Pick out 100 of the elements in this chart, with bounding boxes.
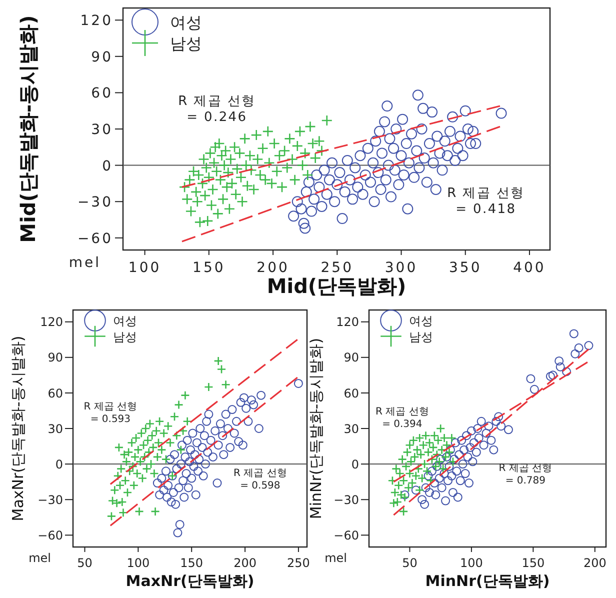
point <box>152 426 161 436</box>
point <box>414 485 424 495</box>
y-tick-label: 30 <box>344 422 359 436</box>
y-tick-label: 90 <box>344 350 359 365</box>
x-tick-label: 250 <box>320 260 354 276</box>
y-tick-label: 30 <box>91 122 113 138</box>
text: mel <box>68 255 101 271</box>
x-tick-label: 250 <box>287 556 310 570</box>
point <box>204 382 214 392</box>
x-tick-label: 150 <box>192 260 226 276</box>
legend-label: 남성 <box>113 330 137 344</box>
point <box>447 433 456 443</box>
point <box>106 512 116 521</box>
y-tick-label: 60 <box>344 386 359 400</box>
point <box>118 497 127 507</box>
point <box>131 433 141 443</box>
x-tick-label: 50 <box>77 556 92 570</box>
legend-label: 남성 <box>409 330 433 344</box>
point <box>398 506 408 516</box>
y-tick-label: −60 <box>38 528 63 542</box>
point <box>406 457 416 466</box>
y-tick-label: 30 <box>48 422 63 436</box>
annotation: R 제곱 선형 = 0.789 <box>498 463 552 487</box>
point <box>150 506 160 516</box>
y-tick-label: 90 <box>91 49 113 66</box>
x-axis-title: MinNr(단독발화) <box>425 572 550 590</box>
point <box>115 480 125 490</box>
point <box>141 424 150 434</box>
x-axis-title: MaxNr(단독발화) <box>126 572 254 590</box>
point <box>150 468 159 478</box>
point <box>182 416 192 426</box>
point <box>122 488 132 498</box>
y-tick-label: −30 <box>334 492 359 507</box>
x-tick-label: 200 <box>256 260 290 276</box>
point <box>146 459 156 469</box>
point <box>440 433 449 443</box>
annotation: R 제곱 선형 = 0.394 <box>376 406 429 430</box>
point <box>214 356 223 366</box>
x-tick-label: 150 <box>522 556 545 570</box>
point <box>392 497 402 507</box>
y-tick-label: 0 <box>351 457 359 472</box>
point <box>426 476 436 486</box>
y-tick-label: 90 <box>48 350 63 365</box>
point <box>161 454 171 464</box>
text: mel <box>28 551 51 565</box>
point <box>138 440 148 450</box>
point <box>408 478 417 488</box>
point <box>148 442 158 452</box>
point <box>444 448 454 457</box>
point <box>127 438 136 448</box>
legend-label: 여성 <box>170 13 202 32</box>
point <box>414 464 424 474</box>
x-tick-label: 200 <box>583 556 606 570</box>
legend-label: 남성 <box>170 34 202 53</box>
legend-label: 여성 <box>409 314 433 328</box>
point <box>145 419 155 428</box>
point <box>170 412 180 422</box>
point <box>140 452 150 462</box>
point <box>420 459 430 469</box>
point <box>108 496 118 506</box>
y-axis-title: MaxNr(단독발화-동시발화) <box>9 336 27 522</box>
annotation: R 제곱 선형 = 0.598 <box>234 468 287 492</box>
point <box>134 445 143 454</box>
annotation: R 제곱 선형 = 0.246 <box>178 94 256 126</box>
point <box>116 464 126 474</box>
x-tick-label: 100 <box>460 556 483 570</box>
point <box>136 428 146 438</box>
point <box>113 471 123 481</box>
point <box>114 442 124 452</box>
x-tick-label: 300 <box>384 260 418 276</box>
x-tick-label: 200 <box>234 556 256 570</box>
point <box>129 480 139 490</box>
x-tick-label: 100 <box>128 260 162 276</box>
point <box>124 466 134 476</box>
y-tick-label: 120 <box>40 315 63 330</box>
x-tick-label: 50 <box>402 556 418 570</box>
y-tick-label: 0 <box>55 457 63 472</box>
point <box>405 440 414 450</box>
point <box>410 452 420 462</box>
point <box>442 440 452 450</box>
point <box>120 476 130 486</box>
y-tick-label: 0 <box>102 158 113 174</box>
y-axis-title: Mid(단독발화-동시발화) <box>16 15 40 243</box>
point <box>408 436 418 445</box>
point <box>110 485 120 495</box>
point <box>178 426 188 436</box>
point <box>154 416 164 426</box>
point <box>221 380 230 390</box>
point <box>159 428 168 438</box>
point <box>166 438 175 448</box>
x-tick-label: 100 <box>126 556 150 570</box>
x-axis-title: Mid(단독발화) <box>266 274 406 298</box>
x-tick-label: 350 <box>449 260 482 276</box>
point <box>180 390 190 400</box>
point <box>448 457 458 466</box>
point <box>152 452 162 462</box>
point <box>402 448 412 457</box>
annotation: R 제곱 선형 = 0.593 <box>84 402 138 426</box>
point <box>142 464 152 474</box>
annotation: R 제곱 선형 = 0.418 <box>447 186 525 218</box>
